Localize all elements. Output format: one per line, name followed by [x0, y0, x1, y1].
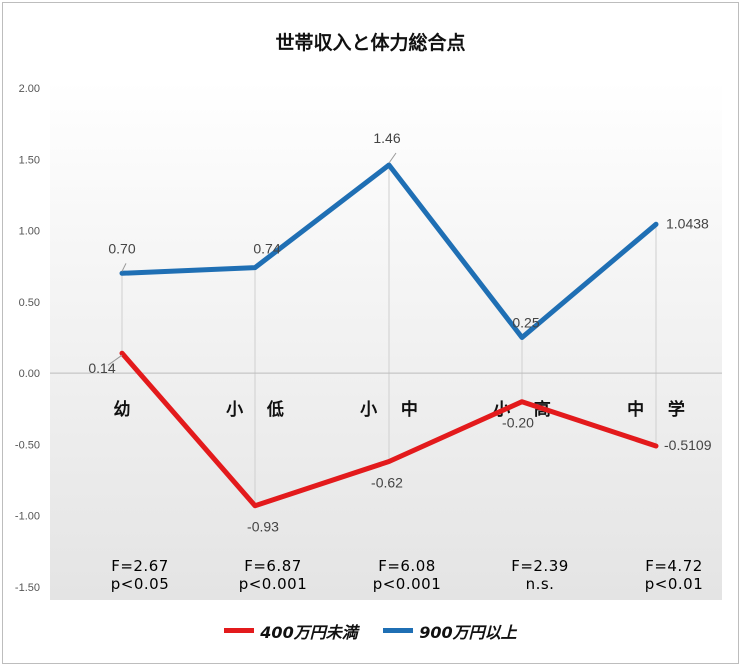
legend-swatch-blue: [383, 628, 414, 633]
p-value: p<0.05: [110, 575, 170, 593]
stat-block: F=6.87 p<0.001: [218, 557, 328, 593]
y-tick-label: 0.00: [19, 368, 40, 380]
data-label: -0.62: [371, 475, 403, 491]
f-value: F=2.39: [511, 557, 569, 575]
f-value: F=4.72: [645, 557, 703, 575]
legend-item-high-income: 900万円以上: [383, 619, 517, 643]
p-value: n.s.: [525, 575, 555, 593]
f-value: F=6.87: [244, 557, 302, 575]
y-tick-label: -1.50: [15, 582, 40, 594]
leader-line: [107, 354, 123, 366]
chart-title: 世帯収入と体力総合点: [275, 32, 466, 54]
legend-label-high-income: 900万円以上: [419, 622, 517, 642]
category-label: 小 低: [226, 399, 284, 420]
stat-block: F=6.08 p<0.001: [352, 557, 462, 593]
plot-area: [50, 80, 722, 600]
stat-block: F=2.67 p<0.05: [85, 557, 195, 593]
legend: 400万円未満 900万円以上: [0, 618, 741, 643]
data-label: 0.74: [253, 241, 280, 257]
stat-block: F=2.39 n.s.: [485, 557, 595, 593]
legend-label-low-income: 400万円未満: [260, 622, 358, 642]
p-value: p<0.001: [238, 575, 308, 593]
category-label: 中 学: [627, 399, 685, 420]
data-label: 0.25: [512, 315, 539, 331]
data-label: 1.46: [373, 130, 400, 146]
y-tick-label: -1.00: [15, 511, 40, 523]
series-line-low-income: [119, 350, 659, 509]
data-label: -0.20: [502, 415, 534, 431]
category-label: 幼: [114, 399, 131, 420]
leader-line: [121, 263, 127, 272]
series-line-high-income: [119, 162, 659, 340]
data-label: 1.0438: [666, 215, 709, 231]
y-tick-label: 0.50: [19, 297, 40, 309]
p-value: p<0.01: [644, 575, 704, 593]
y-tick-label: 2.00: [19, 83, 40, 95]
f-value: F=2.67: [111, 557, 169, 575]
y-tick-label: 1.50: [19, 154, 40, 166]
stat-block: F=4.72 p<0.01: [619, 557, 729, 593]
y-tick-label: 1.00: [19, 226, 40, 238]
data-label: -0.93: [247, 519, 279, 535]
p-value: p<0.001: [372, 575, 442, 593]
data-label: 0.70: [108, 240, 135, 256]
leader-line: [388, 152, 397, 164]
f-value: F=6.08: [378, 557, 436, 575]
legend-swatch-red: [224, 628, 255, 633]
category-label: 小 中: [360, 399, 418, 420]
y-tick-label: -0.50: [15, 439, 40, 451]
legend-item-low-income: 400万円未満: [224, 619, 358, 643]
data-label: -0.5109: [664, 437, 712, 453]
